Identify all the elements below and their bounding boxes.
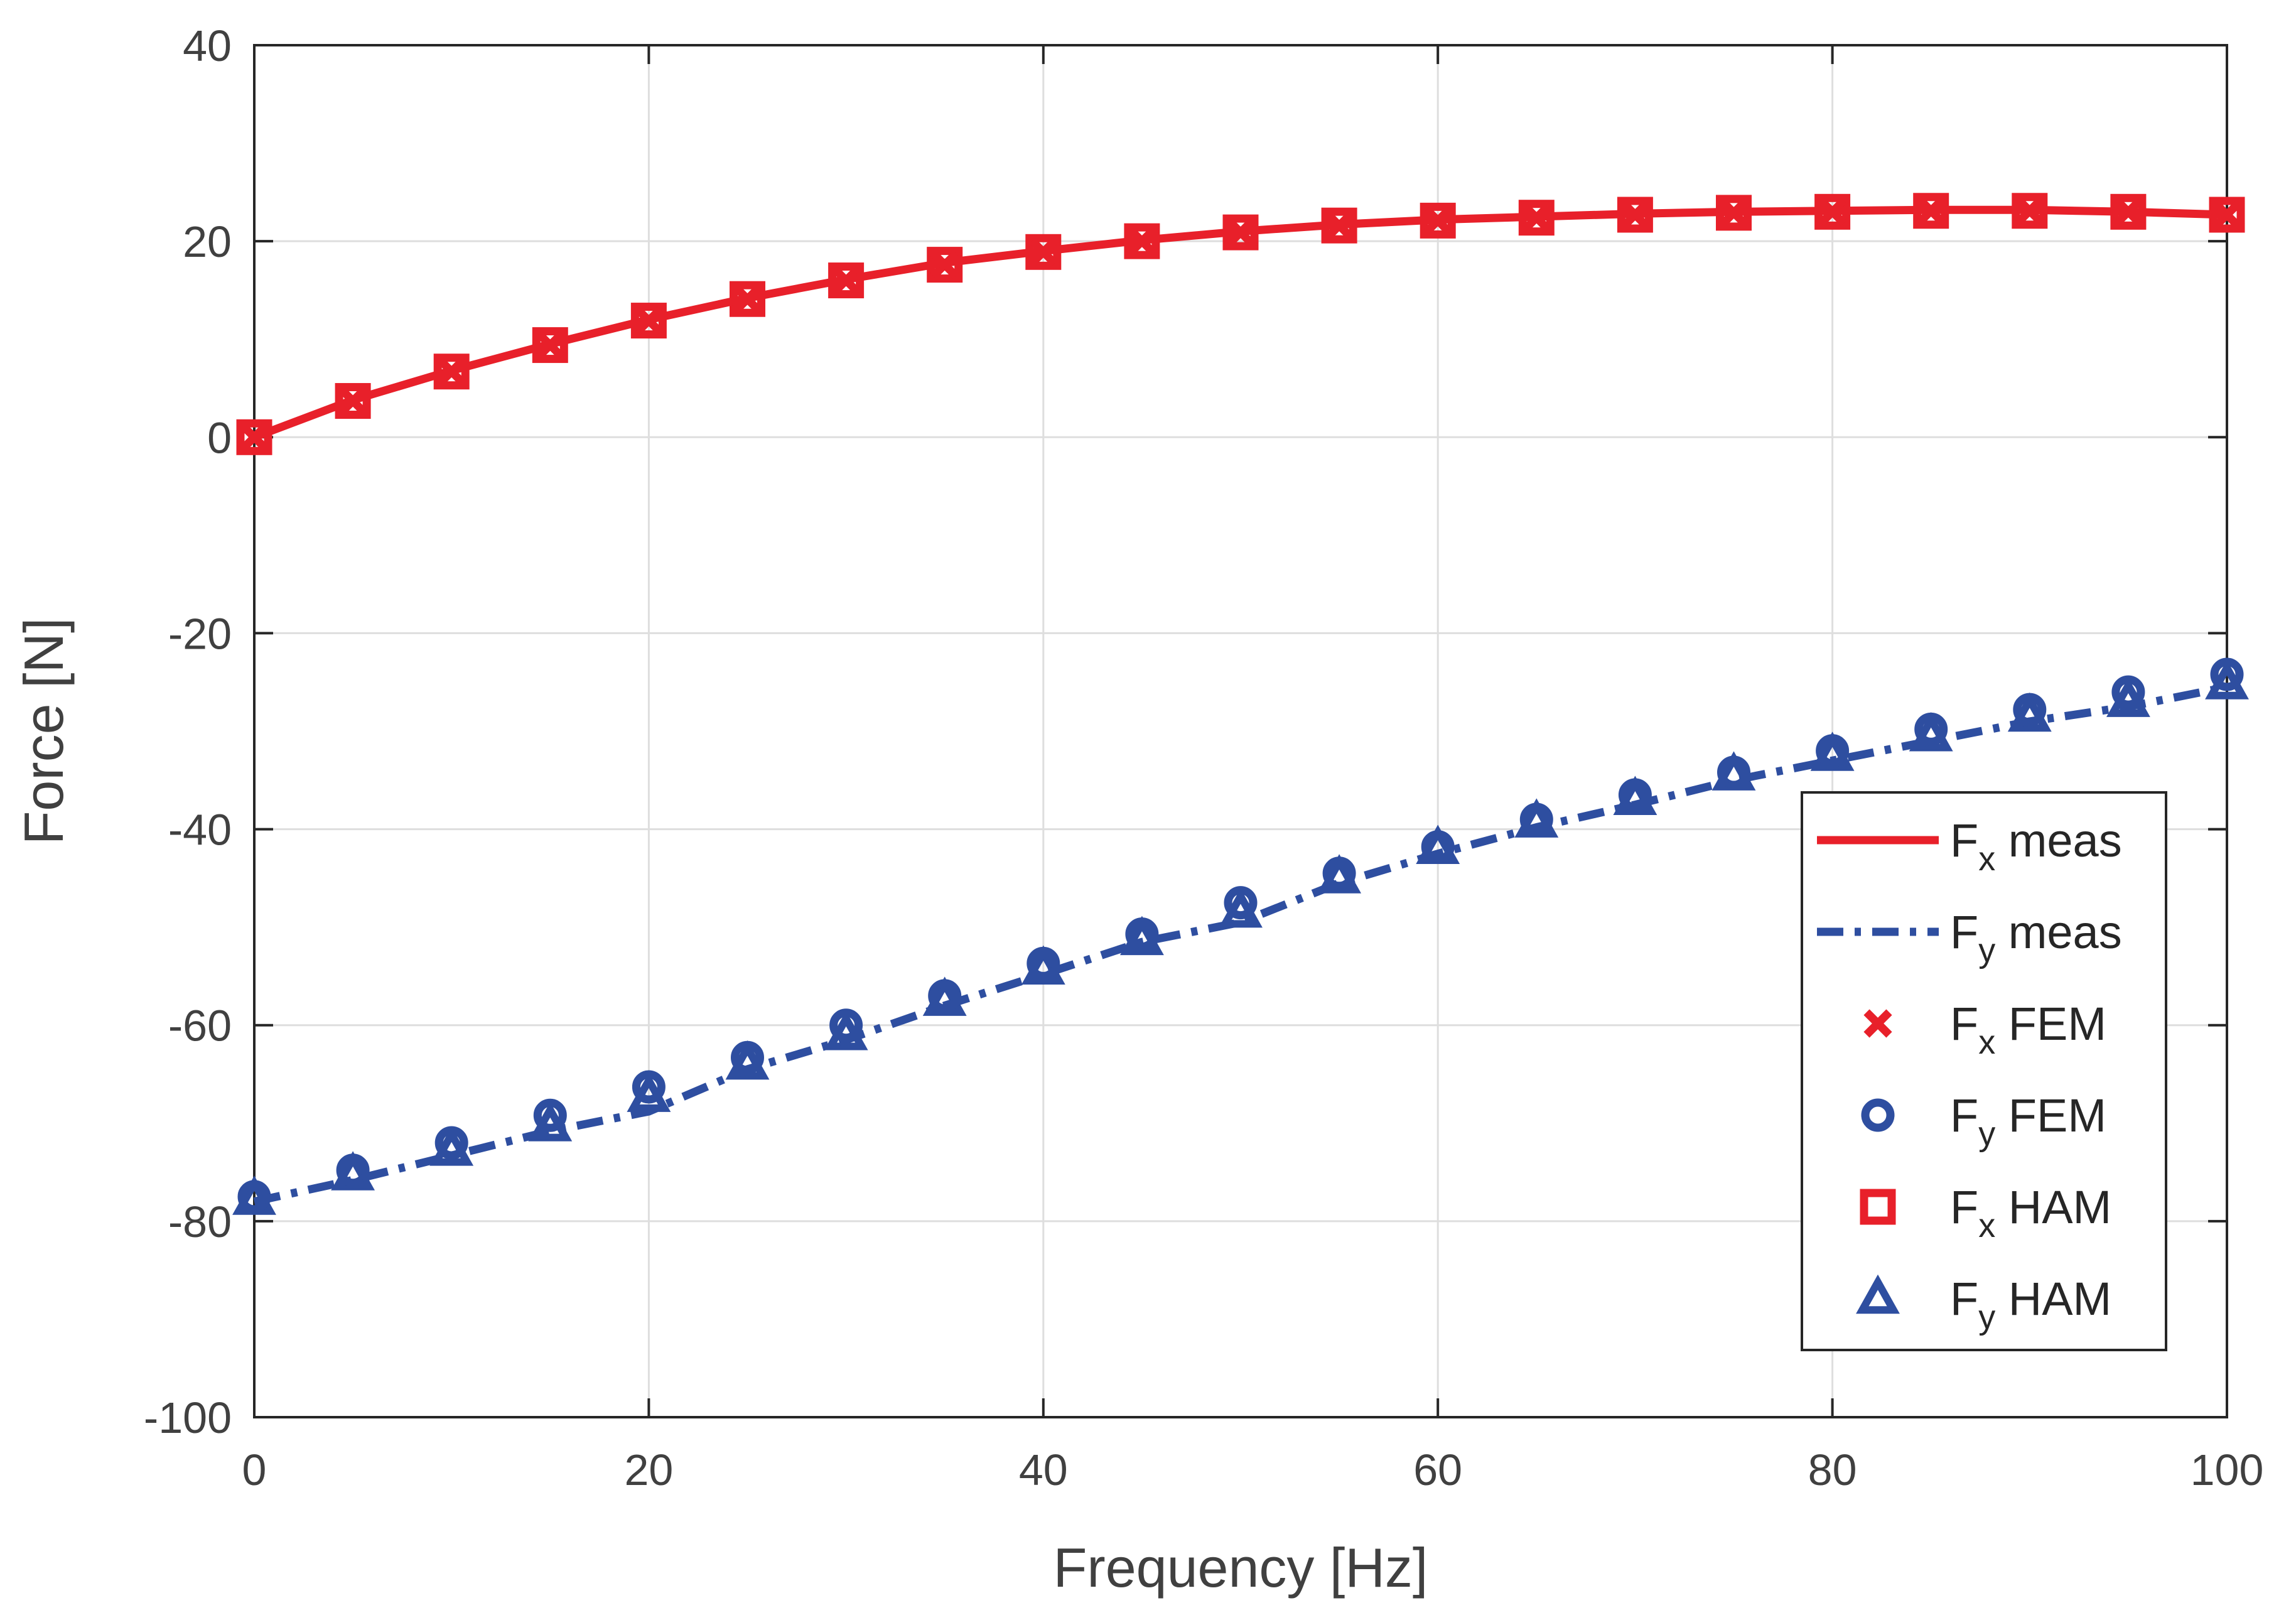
x-tick-label: 60 [1413,1445,1462,1494]
marker-fy-fem [1322,856,1356,890]
marker-fy-fem [1224,886,1258,920]
x-tick-label: 20 [624,1445,673,1494]
y-tick-label: -40 [168,806,232,855]
y-tick-label: -60 [168,1002,232,1050]
series-layer [232,193,2249,1215]
legend-entry-fx-ham: Fx HAM [1860,1181,2111,1245]
tick-labels: 0 20 40 60 80 100 -100 -80 -60 -40 -20 0 20 40 [144,21,2264,1494]
marker-fy-fem [1027,946,1060,980]
marker-fy-fem [434,1126,468,1160]
legend-entry-fy-fem: Fy FEM [1861,1089,2106,1153]
x-tick-label: 80 [1808,1445,1857,1494]
x-tick-label: 40 [1019,1445,1068,1494]
marker-fx-ham [236,419,272,455]
marker-fy-fem [1519,802,1553,836]
x-axis-label: Frequency [Hz] [1054,1536,1428,1599]
legend: Fx meas Fy meas Fx FEM Fy FEM Fx HAM Fy HAM [1801,791,2167,1351]
legend-label: Fx FEM [1950,998,2106,1061]
plot-area-frame [253,44,2228,1418]
legend-marker-swatch [1863,1009,1892,1038]
legend-label: Fy HAM [1950,1273,2111,1336]
marker-fy-fem [533,1098,567,1132]
y-tick-label: -80 [168,1197,232,1246]
y-tick-label: 20 [183,217,232,266]
marker-fy-fem [632,1070,666,1104]
x-tick-label: 100 [2191,1445,2264,1494]
y-tick-label: -100 [144,1393,232,1442]
legend-marker-swatch [1856,1274,1900,1314]
marker-fy-fem [1125,917,1159,951]
legend-entry-fx-fem: Fx FEM [1863,998,2106,1061]
marker-fy-fem [1914,712,1948,746]
series-line-fx-meas [252,205,2228,441]
marker-fx-fem [2212,200,2241,229]
y-axis-label: Force [N] [13,618,75,845]
marker-fy-ham [1119,915,1164,956]
legend-label: Fy FEM [1950,1089,2106,1153]
y-tick-label: 40 [183,21,232,70]
marker-fy-fem [2210,657,2244,691]
y-tick-label: -20 [168,609,232,658]
y-tick-label: 0 [207,413,232,462]
marker-fy-fem [1421,830,1455,864]
legend-box [1801,791,2167,1351]
series-fx-meas [252,205,2228,441]
legend-entry-fx-meas: Fx meas [1817,814,2122,878]
legend-marker-swatch [1860,1189,1896,1225]
marker-fy-fem [336,1153,370,1187]
legend-entry-fy-ham: Fy HAM [1856,1273,2111,1336]
marker-fy-ham [1021,945,1065,985]
series-line-fy-meas [253,683,2228,1206]
legend-label: Fx meas [1950,814,2122,878]
series-fy-meas [253,683,2228,1206]
x-tick-label: 0 [242,1445,267,1494]
legend-entry-fy-meas: Fy meas [1817,906,2122,969]
legend-marker-swatch [1861,1098,1895,1132]
legend-label: Fx HAM [1950,1181,2111,1245]
legend-label: Fy meas [1950,906,2122,969]
marker-fy-fem [1717,755,1750,789]
